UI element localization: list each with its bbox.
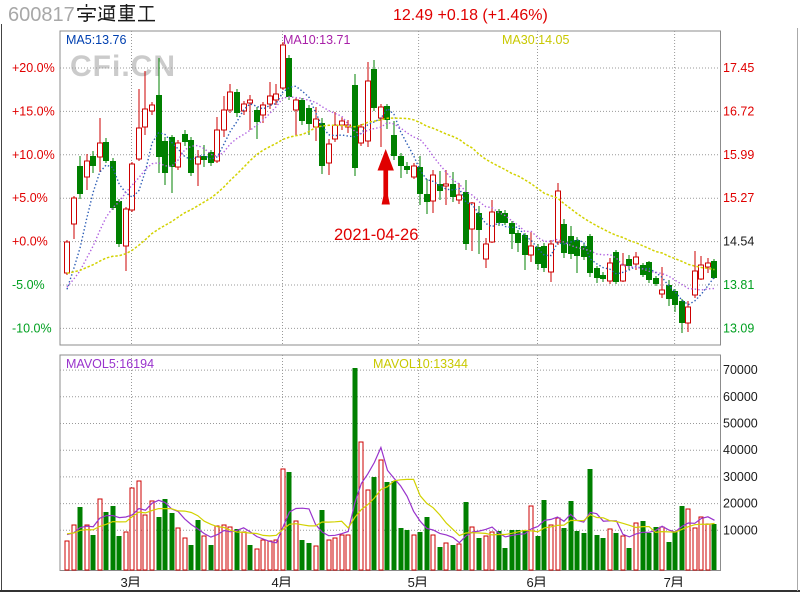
svg-text:50000: 50000	[723, 417, 758, 431]
svg-text:4: 4	[272, 575, 279, 590]
svg-text:15.99: 15.99	[723, 148, 754, 162]
svg-text:6: 6	[527, 575, 534, 590]
svg-text:5: 5	[408, 575, 415, 590]
svg-text:40000: 40000	[723, 443, 758, 457]
svg-text:MA10:13.71: MA10:13.71	[283, 33, 350, 47]
svg-text:12.49 +0.18 (+1.46%): 12.49 +0.18 (+1.46%)	[393, 7, 548, 24]
svg-text:+0.0%: +0.0%	[12, 235, 48, 249]
svg-text:CFi.CN: CFi.CN	[70, 50, 176, 83]
svg-text:20000: 20000	[723, 497, 758, 511]
svg-text:+5.0%: +5.0%	[12, 191, 48, 205]
svg-text:MA5:13.76: MA5:13.76	[66, 33, 127, 47]
svg-text:+20.0%: +20.0%	[12, 61, 55, 75]
svg-text:70000: 70000	[723, 363, 758, 377]
svg-text:-5.0%: -5.0%	[12, 278, 45, 292]
svg-text:+15.0%: +15.0%	[12, 104, 55, 118]
svg-text:3: 3	[121, 575, 128, 590]
svg-text:2021-04-26: 2021-04-26	[334, 226, 418, 244]
svg-text:13.09: 13.09	[723, 321, 754, 335]
svg-text:MA30:14.05: MA30:14.05	[502, 33, 569, 47]
svg-text:17.45: 17.45	[723, 61, 754, 75]
svg-text:7: 7	[664, 575, 671, 590]
svg-text:10000: 10000	[723, 523, 758, 537]
svg-text:60000: 60000	[723, 390, 758, 404]
svg-text:+10.0%: +10.0%	[12, 148, 55, 162]
svg-text:MAVOL5:16194: MAVOL5:16194	[66, 357, 154, 371]
svg-text:MAVOL10:13344: MAVOL10:13344	[373, 357, 468, 371]
svg-text:30000: 30000	[723, 470, 758, 484]
svg-text:15.27: 15.27	[723, 191, 754, 205]
svg-text:13.81: 13.81	[723, 278, 754, 292]
svg-text:600817: 600817	[8, 4, 75, 26]
svg-text:14.54: 14.54	[723, 235, 754, 249]
svg-text:16.72: 16.72	[723, 104, 754, 118]
svg-text:-10.0%: -10.0%	[12, 321, 52, 335]
